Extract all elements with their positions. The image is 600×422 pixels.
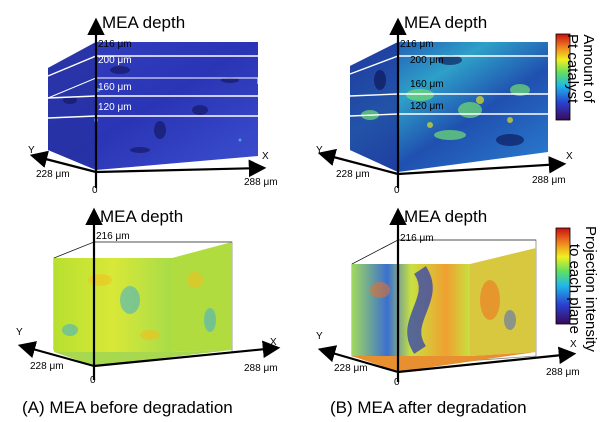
axis-title-mea-depth: MEA depth [102,13,186,32]
depth-level-label: 160 μm [410,79,444,90]
z-max-label: 216 μm [400,39,434,50]
projection-plane-yz [172,242,232,352]
y-axis-letter: Y [316,145,323,156]
colorbar-title-line: Pt catalyst [564,34,582,104]
colorbar-bottom-title: Projection intensity to each plane [566,226,599,352]
x-end-label: 288 μm [244,177,278,188]
x-axis-letter: X [570,339,577,350]
z-max-label: 216 μm [98,39,132,50]
axis-title-mea-depth: MEA depth [404,207,488,226]
colorbar-title-line: to each plane [566,243,584,334]
z-max-label: 216 μm [96,231,130,242]
axis-title-mea-depth: MEA depth [404,13,488,32]
y-end-label: 228 μm [36,169,70,180]
x-axis-letter: X [270,337,277,348]
x-axis-letter: X [566,151,573,162]
origin-label: 0 [394,377,400,388]
panel-a-top [29,17,267,188]
origin-label: 0 [92,185,98,196]
origin-label: 0 [90,375,96,386]
depth-level-label: 160 μm [98,82,132,93]
x-end-label: 288 μm [532,175,566,186]
origin-label: 0 [394,185,400,196]
volume-block [48,42,258,170]
panel-b-bot [317,207,577,382]
depth-level-label: 120 μm [98,102,132,113]
y-axis-letter: Y [28,145,35,156]
colorbar-title-line: Amount of [580,34,597,103]
axis-title-mea-depth: MEA depth [100,207,184,226]
x-axis-line [95,159,267,178]
colorbar-bottom [555,227,571,325]
y-axis-letter: Y [16,327,23,338]
panel-a-bot [17,207,281,380]
colorbar-title-line: Projection intensity [582,226,599,352]
panel-b-top [317,17,571,188]
projection-plane-xy [54,350,232,366]
x-axis-letter: X [262,151,269,162]
depth-level-label: 200 μm [410,55,444,66]
colorbar-top-title: Amount of Pt catalyst [564,34,597,104]
depth-level-label: 120 μm [410,101,444,112]
y-end-label: 228 μm [334,363,368,374]
caption-b: (B) MEA after degradation [330,398,527,417]
caption-a: (A) MEA before degradation [22,398,233,417]
y-end-label: 228 μm [30,361,64,372]
x-end-label: 288 μm [244,363,278,374]
y-axis-line [29,150,97,174]
projection-plane-xz [54,258,172,352]
depth-level-label: 200 μm [98,55,132,66]
y-end-label: 228 μm [336,169,370,180]
x-end-label: 288 μm [546,367,580,378]
z-max-label: 216 μm [400,233,434,244]
projection-plane-yz [470,248,536,356]
colorbar-top [555,33,571,121]
y-axis-letter: Y [316,331,323,342]
